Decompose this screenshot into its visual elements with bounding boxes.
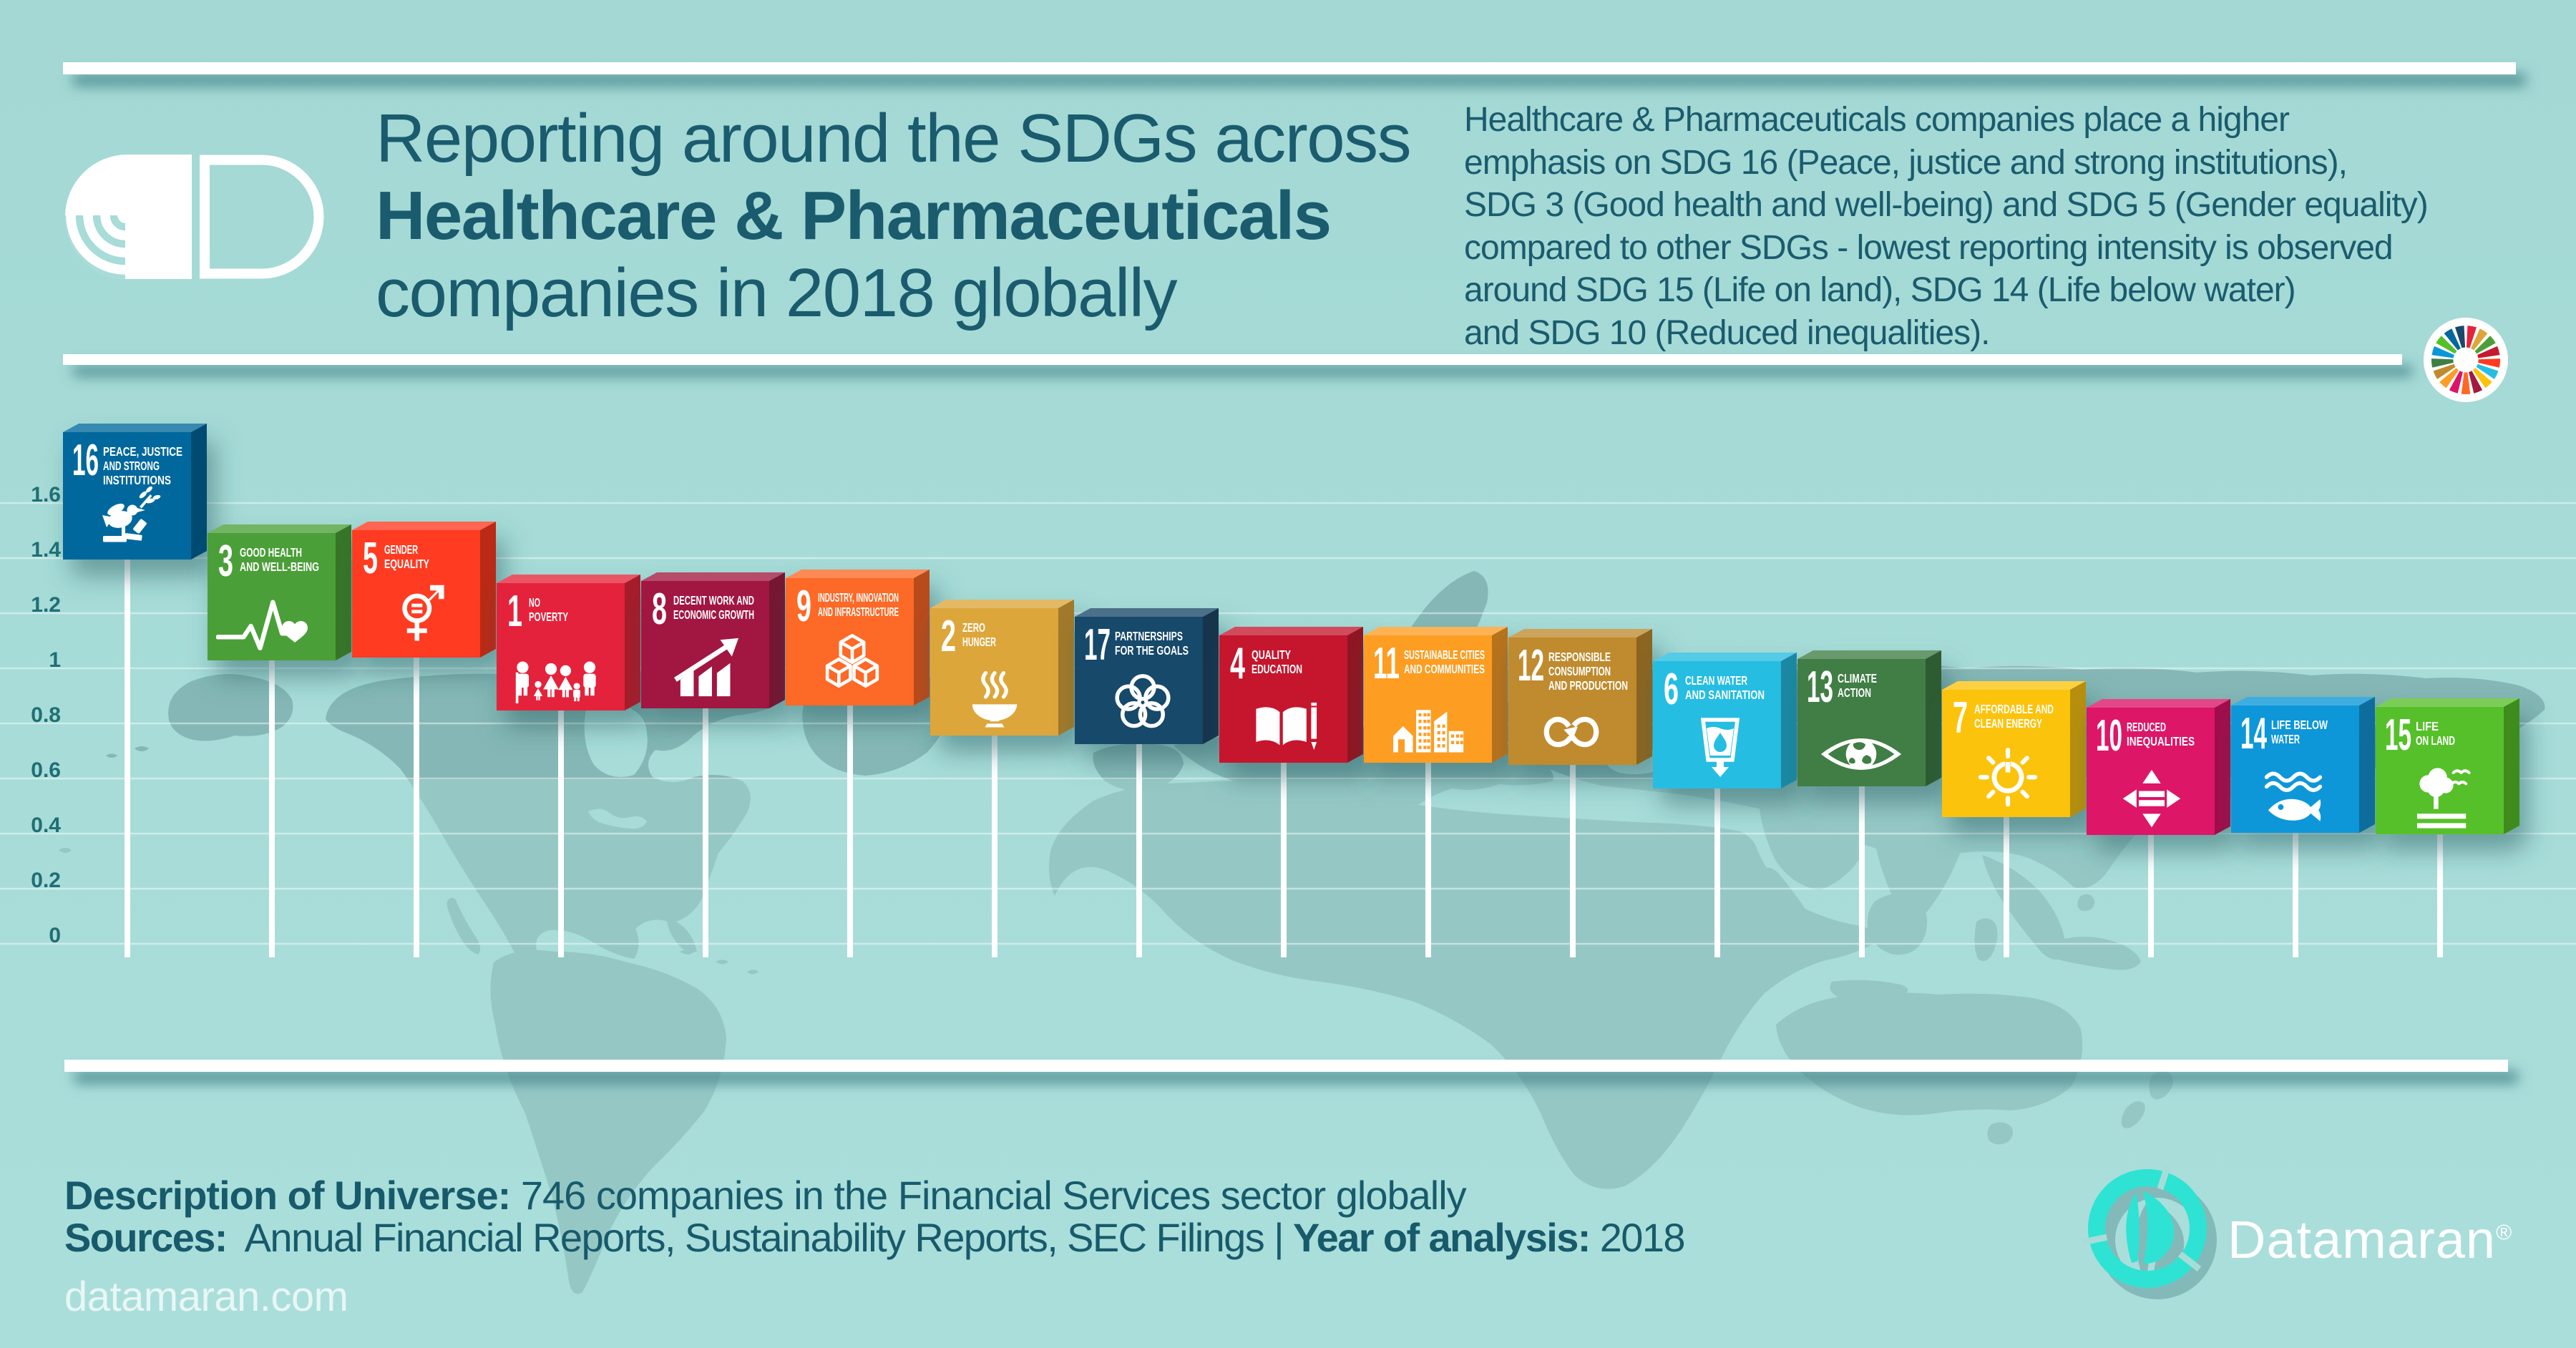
svg-text:11: 11 (1373, 639, 1400, 688)
svg-text:NO: NO (529, 595, 540, 610)
svg-text:10: 10 (2096, 711, 2122, 761)
svg-text:INSTITUTIONS: INSTITUTIONS (103, 473, 171, 487)
svg-text:RESPONSIBLE: RESPONSIBLE (1548, 650, 1611, 664)
svg-text:GOOD HEALTH: GOOD HEALTH (240, 545, 302, 560)
svg-text:CLIMATE: CLIMATE (1838, 671, 1877, 685)
svg-text:AND SANITATION: AND SANITATION (1685, 688, 1765, 702)
svg-text:14: 14 (2240, 709, 2267, 758)
svg-text:CONSUMPTION: CONSUMPTION (1548, 664, 1611, 678)
svg-text:AND INFRASTRUCTURE: AND INFRASTRUCTURE (818, 605, 899, 619)
svg-text:HUNGER: HUNGER (962, 635, 996, 649)
svg-text:INDUSTRY, INNOVATION: INDUSTRY, INNOVATION (818, 590, 899, 605)
svg-text:LIFE: LIFE (2416, 719, 2439, 733)
svg-text:REDUCED: REDUCED (2127, 720, 2166, 734)
svg-text:ON LAND: ON LAND (2416, 733, 2455, 748)
svg-text:CLEAN ENERGY: CLEAN ENERGY (1974, 716, 2042, 731)
svg-text:ECONOMIC GROWTH: ECONOMIC GROWTH (673, 607, 754, 622)
svg-text:1: 1 (507, 587, 522, 636)
svg-text:17: 17 (1084, 620, 1111, 670)
svg-text:QUALITY: QUALITY (1252, 648, 1291, 662)
svg-text:2: 2 (941, 612, 956, 661)
svg-text:AND COMMUNITIES: AND COMMUNITIES (1404, 662, 1485, 676)
svg-text:6: 6 (1664, 665, 1679, 714)
svg-text:LIFE BELOW: LIFE BELOW (2271, 718, 2328, 732)
svg-text:4: 4 (1230, 639, 1245, 688)
svg-text:AFFORDABLE AND: AFFORDABLE AND (1974, 702, 2054, 716)
svg-text:FOR THE GOALS: FOR THE GOALS (1115, 643, 1189, 658)
svg-text:5: 5 (363, 534, 378, 583)
svg-text:15: 15 (2385, 710, 2411, 760)
svg-text:PEACE, JUSTICE: PEACE, JUSTICE (103, 444, 182, 459)
svg-text:AND PRODUCTION: AND PRODUCTION (1548, 678, 1628, 693)
svg-text:CLEAN WATER: CLEAN WATER (1685, 673, 1747, 688)
svg-text:7: 7 (1953, 693, 1968, 743)
svg-text:8: 8 (652, 585, 667, 634)
svg-text:16: 16 (72, 436, 99, 485)
svg-text:GENDER: GENDER (384, 542, 418, 557)
svg-text:AND WELL-BEING: AND WELL-BEING (240, 560, 319, 574)
svg-text:EDUCATION: EDUCATION (1252, 662, 1302, 676)
svg-text:13: 13 (1807, 663, 1833, 712)
svg-text:ACTION: ACTION (1838, 685, 1871, 700)
svg-text:9: 9 (796, 582, 811, 631)
svg-text:INEQUALITIES: INEQUALITIES (2127, 734, 2195, 748)
svg-text:DECENT WORK AND: DECENT WORK AND (673, 593, 754, 607)
svg-text:POVERTY: POVERTY (529, 610, 568, 624)
svg-text:PARTNERSHIPS: PARTNERSHIPS (1115, 629, 1183, 643)
svg-text:3: 3 (218, 537, 233, 586)
svg-text:SUSTAINABLE CITIES: SUSTAINABLE CITIES (1404, 648, 1485, 662)
svg-text:AND STRONG: AND STRONG (103, 459, 160, 473)
svg-text:EQUALITY: EQUALITY (384, 557, 429, 571)
svg-text:ZERO: ZERO (962, 620, 985, 635)
svg-text:12: 12 (1518, 641, 1544, 690)
svg-text:WATER: WATER (2271, 732, 2300, 746)
